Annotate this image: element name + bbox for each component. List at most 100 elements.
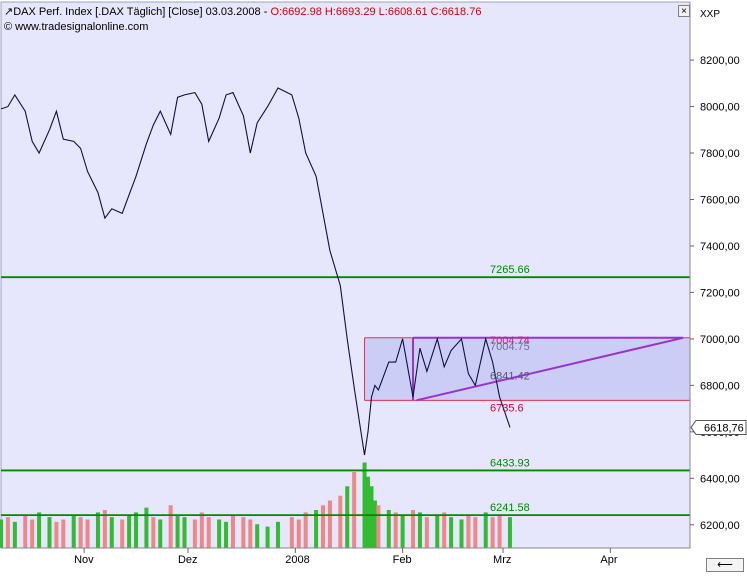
volume-bar bbox=[296, 519, 301, 548]
volume-bar bbox=[127, 514, 132, 548]
volume-bar bbox=[30, 519, 35, 548]
triangle-lower-line bbox=[416, 336, 684, 402]
volume-bar bbox=[95, 512, 100, 548]
triangle-upper-label: 7004.75 bbox=[490, 341, 530, 353]
volume-bar bbox=[338, 495, 343, 548]
y-axis: 6200,006400,006600,006800,007000,007200,… bbox=[689, 2, 747, 548]
y-tick-label: 7800,00 bbox=[700, 148, 740, 160]
box-low-label: 6735.6 bbox=[490, 402, 524, 414]
volume-bar bbox=[435, 514, 440, 548]
volume-bar bbox=[144, 507, 149, 548]
volume-bar bbox=[199, 512, 204, 548]
volume-bars bbox=[0, 462, 512, 548]
volume-bar bbox=[386, 510, 391, 548]
x-tick-label: 2008 bbox=[285, 554, 309, 566]
resize-icon[interactable]: ⟵ bbox=[706, 558, 744, 572]
volume-bar bbox=[54, 521, 59, 548]
volume-bar bbox=[206, 517, 211, 548]
volume-bar bbox=[345, 486, 350, 548]
volume-bar bbox=[85, 519, 90, 548]
y-tick-label: 6400,00 bbox=[700, 473, 740, 485]
volume-bar bbox=[182, 517, 187, 548]
y-tick-label: 6200,00 bbox=[700, 520, 740, 532]
volume-bar bbox=[102, 510, 107, 548]
x-tick-label: Dez bbox=[178, 554, 198, 566]
volume-bar bbox=[255, 524, 260, 548]
ohlc-values: O:6692.98 H:6693.29 L:6608.61 C:6618.76 bbox=[270, 6, 482, 18]
volume-bar bbox=[442, 512, 447, 548]
volume-bar bbox=[175, 514, 180, 548]
volume-bar bbox=[168, 505, 173, 548]
volume-bar bbox=[224, 521, 229, 548]
horizontal-level-label: 7265.66 bbox=[490, 264, 530, 276]
volume-bar bbox=[362, 462, 367, 548]
volume-bar bbox=[449, 517, 454, 548]
volume-bar bbox=[78, 517, 83, 548]
horizontal-level-label: 6241.58 bbox=[490, 502, 530, 514]
volume-bar bbox=[366, 476, 371, 548]
close-button[interactable]: × bbox=[678, 5, 690, 17]
x-axis: Nov Dez 2008 Feb Mrz Apr bbox=[1, 547, 690, 566]
volume-bar bbox=[497, 514, 502, 548]
volume-bar bbox=[5, 517, 10, 548]
volume-bar bbox=[47, 517, 52, 548]
y-tick-label: 6800,00 bbox=[700, 380, 740, 392]
y-tick-label: 7600,00 bbox=[700, 194, 740, 206]
y-tick-label: 8200,00 bbox=[700, 55, 740, 67]
volume-bar bbox=[473, 517, 478, 548]
volume-bar bbox=[411, 510, 416, 548]
y-tick-label: 8000,00 bbox=[700, 102, 740, 114]
x-tick-label: Nov bbox=[74, 554, 94, 566]
plot-background bbox=[0, 1, 691, 549]
chart-header: ↗DAX Perf. Index [.DAX Täglich] [Close] … bbox=[4, 5, 481, 18]
volume-bar bbox=[507, 517, 512, 548]
volume-bar bbox=[400, 514, 405, 548]
volume-bar bbox=[459, 519, 464, 548]
volume-bar bbox=[417, 512, 422, 548]
x-tick-label: Feb bbox=[393, 554, 412, 566]
triangle-mid-label: 6841.42 bbox=[490, 371, 530, 383]
volume-bar bbox=[230, 514, 235, 548]
volume-bar bbox=[151, 517, 156, 548]
y-tick-label: 7200,00 bbox=[700, 287, 740, 299]
horizontal-level-label: 6433.93 bbox=[490, 457, 530, 469]
volume-bar bbox=[352, 472, 357, 548]
y-tick-label: 7000,00 bbox=[700, 334, 740, 346]
axis-scale-label: XXP bbox=[700, 9, 721, 20]
horizontal-levels bbox=[1, 276, 690, 517]
y-tick-label: 7400,00 bbox=[700, 241, 740, 253]
volume-bar bbox=[424, 517, 429, 548]
volume-bar bbox=[376, 505, 381, 548]
volume-bar bbox=[314, 510, 319, 548]
price-line bbox=[0, 87, 511, 456]
volume-bar bbox=[466, 514, 471, 548]
chart-title: DAX Perf. Index [.DAX Täglich] [Close] 0… bbox=[13, 6, 271, 18]
volume-bar bbox=[71, 514, 76, 548]
volume-bar bbox=[265, 526, 270, 548]
volume-bar bbox=[0, 519, 3, 548]
volume-bar bbox=[12, 521, 17, 548]
volume-bar bbox=[490, 517, 495, 548]
box-high-label: 7004.74 bbox=[490, 335, 530, 347]
x-tick-label: Mrz bbox=[493, 554, 511, 566]
volume-bar bbox=[327, 500, 332, 548]
chart-line-icon: ↗ bbox=[4, 6, 14, 18]
x-tick-label: Apr bbox=[600, 554, 617, 566]
volume-bar bbox=[483, 512, 488, 548]
volume-bar bbox=[320, 505, 325, 548]
volume-bar bbox=[37, 512, 42, 548]
volume-bar bbox=[393, 512, 398, 548]
price-series bbox=[0, 87, 511, 456]
volume-bar bbox=[248, 519, 253, 548]
volume-bar bbox=[275, 521, 280, 548]
volume-bar bbox=[289, 517, 294, 548]
volume-bar bbox=[120, 519, 125, 548]
volume-bar bbox=[241, 517, 246, 548]
volume-bar bbox=[61, 519, 66, 548]
volume-bar bbox=[158, 519, 163, 548]
volume-bar bbox=[134, 512, 139, 548]
volume-bar bbox=[372, 500, 377, 548]
